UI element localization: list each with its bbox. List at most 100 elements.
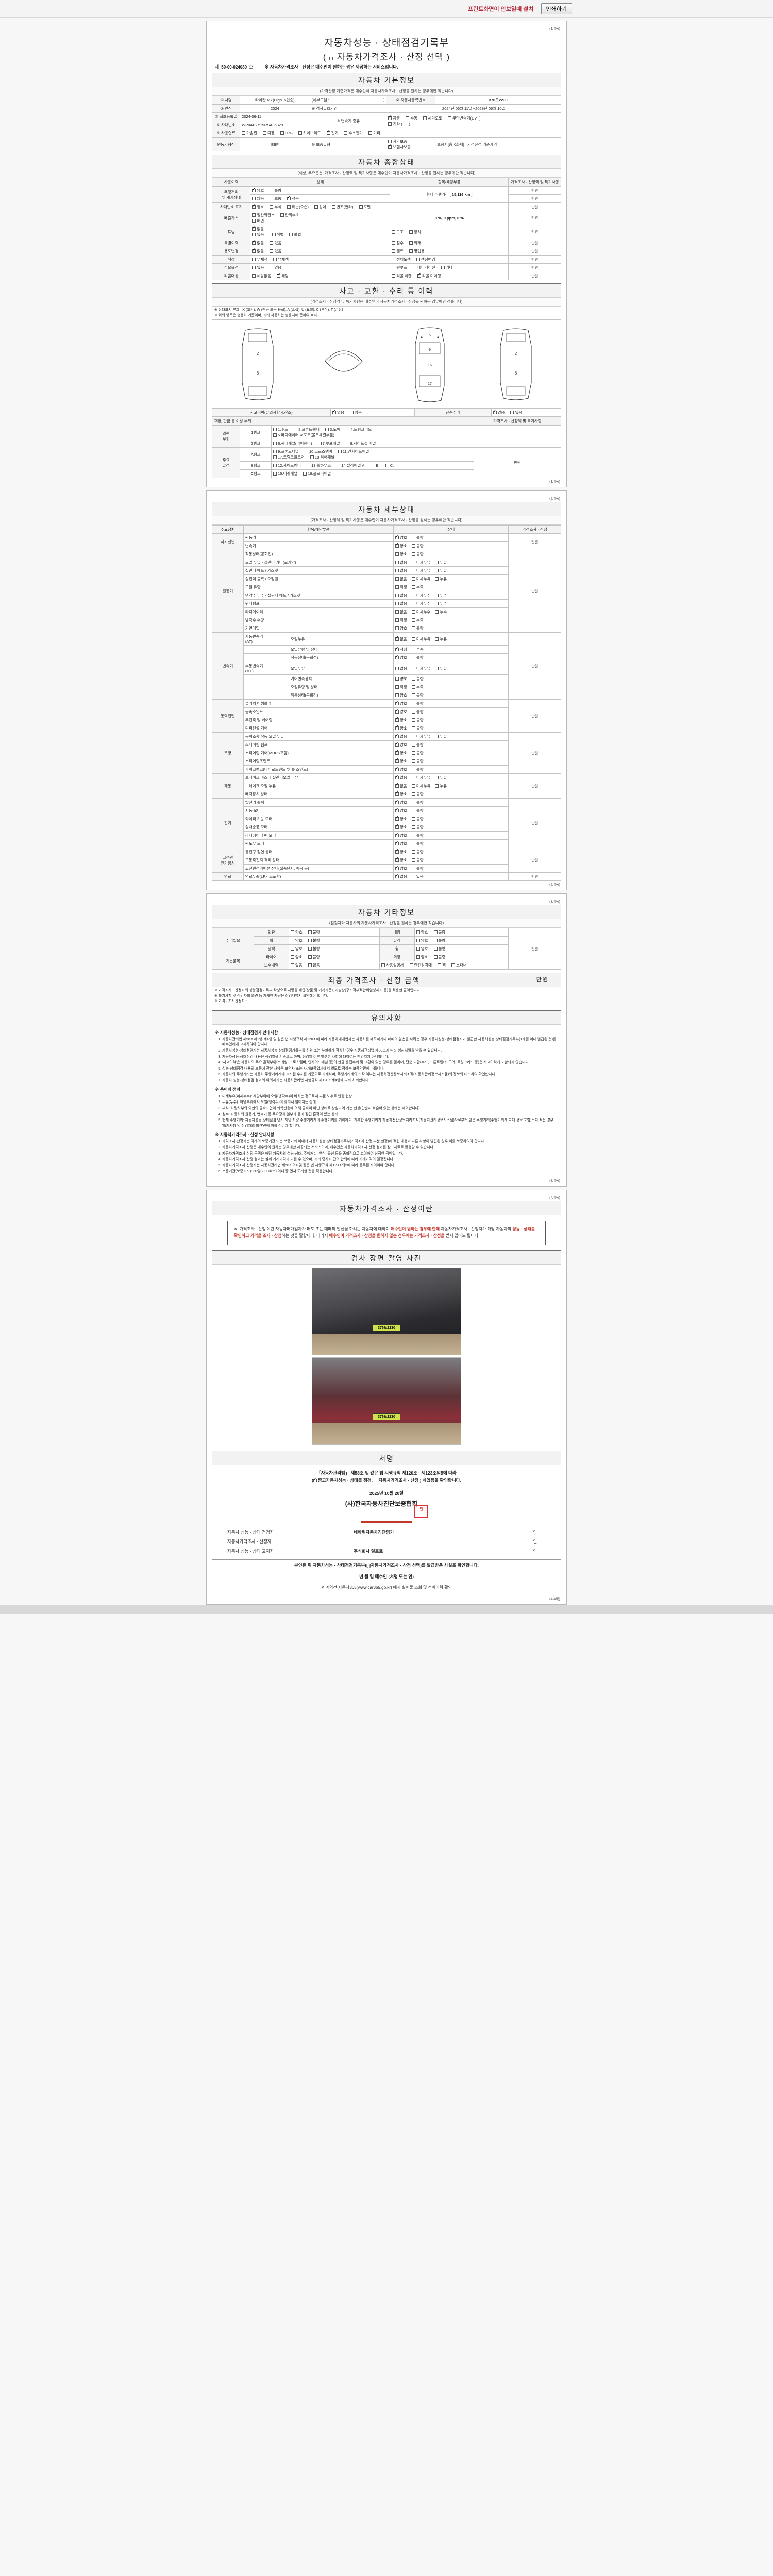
checkbox[interactable] <box>287 205 291 209</box>
checkbox[interactable] <box>338 450 342 453</box>
checkbox[interactable] <box>411 809 415 812</box>
checkbox[interactable] <box>411 666 415 670</box>
opt-없음[interactable]: 없음 <box>395 592 407 598</box>
checkbox[interactable] <box>385 464 389 467</box>
checkbox[interactable] <box>273 442 277 445</box>
opt-부족[interactable]: 부족 <box>411 617 424 623</box>
checkbox[interactable] <box>395 717 399 722</box>
checkbox[interactable] <box>381 963 385 967</box>
checkbox[interactable] <box>395 873 399 878</box>
checkbox[interactable] <box>395 700 399 705</box>
checkbox[interactable] <box>287 195 291 200</box>
checkbox[interactable] <box>304 450 308 453</box>
checkbox[interactable] <box>395 824 399 829</box>
mission-option-semiauto[interactable]: 세미오토 <box>423 115 442 121</box>
opt-good[interactable]: 양호 <box>252 204 264 210</box>
opt-부족[interactable]: 부족 <box>411 647 424 652</box>
checkbox[interactable] <box>411 817 415 821</box>
checkbox[interactable] <box>395 733 399 738</box>
checkbox[interactable] <box>395 849 399 854</box>
fuel-option-hybrid[interactable]: 하이브리드 <box>298 130 321 136</box>
checkbox[interactable] <box>252 258 256 261</box>
opt-jack[interactable]: 잭 <box>438 962 446 968</box>
checkbox[interactable] <box>272 233 276 236</box>
opt-누수[interactable]: 누수 <box>435 601 447 606</box>
opt-누유[interactable]: 누유 <box>435 775 447 781</box>
checkbox[interactable] <box>411 602 415 605</box>
checkbox[interactable] <box>411 685 415 689</box>
checkbox[interactable] <box>277 273 281 278</box>
checkbox[interactable] <box>411 776 415 779</box>
checkbox[interactable] <box>416 955 420 959</box>
opt-없음[interactable]: 없음 <box>395 560 407 565</box>
opt-양호[interactable]: 양호 <box>395 700 407 706</box>
checkbox[interactable] <box>395 534 399 539</box>
opt-불량[interactable]: 불량 <box>411 742 424 748</box>
opt-양호[interactable]: 양호 <box>395 832 407 838</box>
opt-양호[interactable]: 양호 <box>395 799 407 805</box>
checkbox[interactable] <box>332 409 337 414</box>
opt-device[interactable]: 장치 <box>409 229 421 235</box>
checkbox[interactable] <box>411 850 415 854</box>
item-side-sill[interactable]: 8.사이드실 패널 <box>345 440 376 446</box>
opt-양호[interactable]: 양호 <box>395 865 407 871</box>
opt-co[interactable]: 일산화탄소 <box>252 212 275 218</box>
checkbox[interactable] <box>308 947 312 951</box>
opt-good[interactable]: 양호 <box>416 929 428 935</box>
opt-spanner[interactable]: 스패너 <box>451 962 467 968</box>
opt-bad[interactable]: 불량 <box>308 929 320 935</box>
checkbox[interactable] <box>388 115 392 120</box>
checkbox[interactable] <box>411 784 415 788</box>
opt-flood[interactable]: 침수 <box>392 240 404 246</box>
checkbox[interactable] <box>298 131 302 135</box>
checkbox[interactable] <box>416 939 420 942</box>
opt-altered[interactable]: 변조(변타) <box>331 204 354 210</box>
checkbox[interactable] <box>350 411 354 414</box>
opt-exists[interactable]: 있음 <box>270 240 281 246</box>
opt-미세누유[interactable]: 미세누유 <box>411 775 430 781</box>
opt-bad[interactable]: 불량 <box>308 938 320 943</box>
checkbox[interactable] <box>411 718 415 722</box>
checkbox[interactable] <box>252 266 256 269</box>
opt-triangle[interactable]: 안전삼각대 <box>409 962 432 968</box>
checkbox[interactable] <box>409 230 413 234</box>
checkbox[interactable] <box>435 735 439 738</box>
checkbox[interactable] <box>290 963 294 967</box>
checkbox[interactable] <box>411 585 415 589</box>
checkbox[interactable] <box>317 442 322 445</box>
checkbox[interactable] <box>395 654 399 659</box>
opt-미세누유[interactable]: 미세누유 <box>411 576 430 582</box>
opt-누유[interactable]: 누유 <box>435 576 447 582</box>
checkbox[interactable] <box>395 543 399 548</box>
opt-양호[interactable]: 양호 <box>395 791 407 797</box>
opt-없음[interactable]: 없음 <box>395 636 407 642</box>
opt-none[interactable]: 없음 <box>308 962 320 968</box>
opt-양호[interactable]: 양호 <box>395 741 407 748</box>
checkbox[interactable] <box>308 930 312 934</box>
fuel-option-gasoline[interactable]: 가솔린 <box>242 130 257 136</box>
opt-양호[interactable]: 양호 <box>395 824 407 830</box>
opt-불량[interactable]: 불량 <box>411 800 424 805</box>
checkbox[interactable] <box>392 274 396 278</box>
checkbox[interactable] <box>273 472 277 476</box>
opt-누유[interactable]: 누유 <box>435 666 447 671</box>
checkbox[interactable] <box>273 433 277 437</box>
opt-양호[interactable]: 양호 <box>395 725 407 731</box>
checkbox[interactable] <box>392 230 396 234</box>
checkbox[interactable] <box>392 258 396 261</box>
opt-none[interactable]: 없음 <box>270 265 281 270</box>
checkbox[interactable] <box>314 205 318 209</box>
checkbox[interactable] <box>409 963 413 967</box>
opt-적정[interactable]: 적정 <box>395 684 407 690</box>
opt-exists[interactable]: 있음 <box>252 265 264 270</box>
opt-불량[interactable]: 불량 <box>411 701 424 706</box>
print-button[interactable]: 인쇄하기 <box>541 3 572 14</box>
checkbox[interactable] <box>310 455 314 459</box>
checkbox[interactable] <box>411 792 415 796</box>
checkbox[interactable] <box>395 577 399 581</box>
opt-bad[interactable]: 불량 <box>308 946 320 952</box>
checkbox[interactable] <box>252 226 256 231</box>
checkbox[interactable] <box>371 464 375 467</box>
checkbox[interactable] <box>290 955 294 959</box>
checkbox[interactable] <box>294 428 298 431</box>
